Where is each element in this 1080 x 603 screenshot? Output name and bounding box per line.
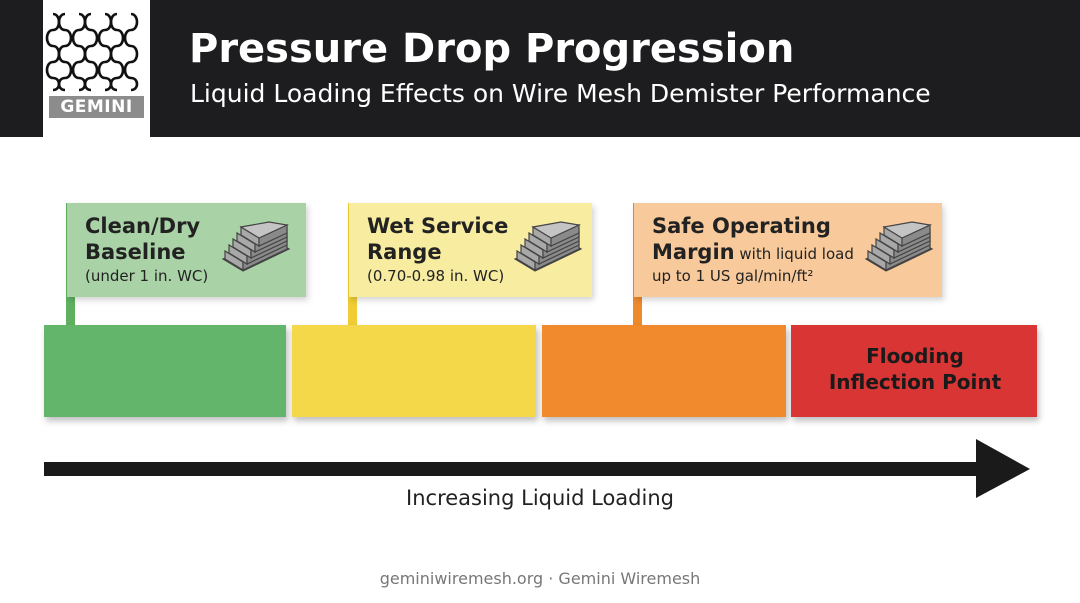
axis-label: Increasing Liquid Loading bbox=[406, 486, 674, 510]
page-subtitle: Liquid Loading Effects on Wire Mesh Demi… bbox=[190, 79, 931, 108]
stage-title-suffix: with liquid load bbox=[734, 245, 854, 263]
stage-title-line1: Wet Service bbox=[367, 214, 509, 238]
stage-detail-clean: (under 1 in. WC) bbox=[85, 267, 209, 285]
gemini-logo: GEMINI bbox=[43, 0, 150, 137]
stage-detail-wet: (0.70-0.98 in. WC) bbox=[367, 267, 505, 285]
loading-direction-arrow-icon bbox=[44, 439, 1030, 498]
stage-title-clean: Clean/Dry Baseline bbox=[85, 213, 200, 265]
stage-title-line1: Clean/Dry bbox=[85, 214, 201, 238]
stage-title-line1: Flooding bbox=[866, 344, 964, 368]
stage-title-flooding: Flooding Inflection Point bbox=[793, 343, 1037, 395]
stage-title-wet: Wet Service Range bbox=[367, 213, 508, 265]
stage-flag-safe: Safe Operating Margin with liquid load u… bbox=[634, 203, 942, 297]
stage-flag-wet: Wet Service Range (0.70-0.98 in. WC) bbox=[349, 203, 592, 297]
stage-title-line2: Range bbox=[367, 240, 442, 264]
stage-title-line1: Safe Operating bbox=[652, 214, 831, 238]
stage-detail-safe: up to 1 US gal/min/ft² bbox=[652, 267, 814, 285]
logo-wordmark: GEMINI bbox=[49, 96, 144, 118]
footer-credit: geminiwiremesh.org · Gemini Wiremesh bbox=[379, 569, 701, 588]
stage-bar-safe bbox=[542, 325, 786, 417]
mesh-pad-icon bbox=[513, 221, 583, 272]
mesh-pad-icon bbox=[864, 221, 934, 272]
stage-bar-flooding bbox=[791, 325, 1037, 417]
stage-bar-wet bbox=[292, 325, 536, 417]
stage-title-line2: Inflection Point bbox=[828, 370, 1002, 394]
stage-bar-clean bbox=[44, 325, 286, 417]
wire-mesh-logo-icon bbox=[45, 12, 139, 92]
stage-flag-clean: Clean/Dry Baseline (under 1 in. WC) bbox=[67, 203, 306, 297]
stage-title-line2: Margin bbox=[652, 240, 735, 264]
stage-title-line2: Baseline bbox=[85, 240, 186, 264]
stage-title-safe: Safe Operating Margin with liquid load bbox=[652, 213, 854, 267]
mesh-pad-icon bbox=[221, 221, 291, 272]
page-title: Pressure Drop Progression bbox=[189, 26, 795, 72]
header-banner: GEMINI Pressure Drop Progression Liquid … bbox=[0, 0, 1080, 137]
